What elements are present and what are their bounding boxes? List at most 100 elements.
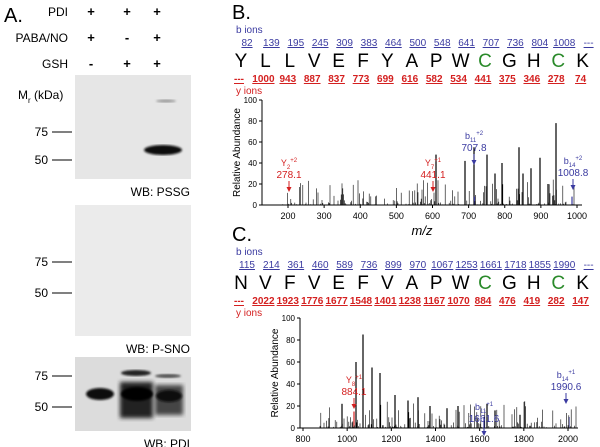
x-axis-label: m/z (412, 223, 433, 238)
residue: A (405, 273, 418, 294)
blot (75, 75, 191, 179)
b-ion: 214 (263, 260, 280, 271)
y-ion: 441 (475, 74, 492, 85)
y-tick-label: 100 (244, 96, 258, 105)
residue: E (332, 51, 345, 72)
lane-mark: + (153, 30, 161, 45)
band (144, 145, 182, 155)
y-tick-label: 40 (286, 380, 295, 389)
x-tick-label: 1800 (514, 434, 534, 444)
band (86, 388, 114, 400)
band (156, 99, 176, 103)
mr-m: M (18, 88, 28, 102)
ion-sup: +1 (355, 375, 363, 381)
ion-name: Y (346, 375, 352, 385)
b-ion: 1990 (553, 260, 576, 271)
x-tick-label: 900 (533, 211, 548, 221)
y-tick-label: 40 (248, 159, 257, 168)
ion-sup: +2 (476, 131, 484, 137)
x-tick-label: 2000 (558, 434, 578, 444)
spectrum-trace (281, 179, 576, 205)
y-ion: 278 (548, 74, 565, 85)
b-ion: --- (584, 260, 594, 271)
b-ion: 115 (239, 260, 255, 271)
ion-annotation: Y7+1 (425, 158, 442, 171)
y-ion: 773 (353, 74, 370, 85)
ion-sup: +2 (575, 156, 583, 162)
y-ion: 534 (450, 74, 467, 85)
y-ion: 887 (304, 74, 321, 85)
b-ions-label: b ions (236, 247, 263, 258)
y-ion: 699 (377, 74, 394, 85)
b-ion: 195 (287, 38, 304, 49)
blot-caption: WB: PSSG (131, 185, 190, 199)
ion-mz: 884.1 (341, 387, 366, 398)
mw-label: 50 (35, 286, 49, 300)
b-ion: 804 (531, 38, 548, 49)
residue: Y (235, 51, 248, 72)
b-ion: 548 (434, 38, 451, 49)
b-ions-label: b ions (236, 25, 263, 36)
x-tick-label: 1000 (567, 211, 587, 221)
y-ion: 1548 (350, 296, 373, 307)
residue: L (285, 51, 296, 72)
b-ion: 139 (263, 38, 280, 49)
residue: K (576, 273, 589, 294)
ion-annotation: b14+2 (564, 156, 583, 169)
lane-mark: + (123, 56, 131, 71)
residue: W (452, 51, 470, 72)
residue: Y (381, 51, 394, 72)
ion-arrowhead (471, 160, 477, 165)
y-tick-label: 20 (248, 180, 257, 189)
y-ion: 282 (548, 296, 565, 307)
ion-mz: 707.8 (461, 143, 486, 154)
residue: F (357, 273, 369, 294)
panel-label: B. (232, 2, 251, 24)
ion-name: b (475, 402, 480, 412)
x-tick-label: 700 (461, 211, 476, 221)
axes (261, 100, 582, 206)
blot-caption: WB: P-SNO (126, 342, 190, 356)
band (121, 387, 153, 401)
ion-name: b (557, 370, 562, 380)
x-tick-label: 500 (389, 211, 404, 221)
mw-label: 75 (35, 125, 49, 139)
lane-mark: + (87, 30, 95, 45)
ion-arrowhead (481, 431, 487, 436)
ion-arrowhead (570, 185, 576, 190)
row-label: GSH (42, 57, 68, 71)
x-tick-label: 600 (425, 211, 440, 221)
b-ion: 1855 (529, 260, 552, 271)
residue: W (452, 273, 470, 294)
residue: E (332, 273, 345, 294)
ion-mz: 1990.6 (551, 382, 582, 393)
x-tick-label: 800 (497, 211, 512, 221)
residue: C (551, 51, 565, 72)
y-ion: 476 (499, 296, 516, 307)
ion-sub: 11 (480, 409, 487, 415)
b-ion: 361 (287, 260, 304, 271)
b-ion: 899 (385, 260, 402, 271)
b-ion: 460 (312, 260, 329, 271)
y-ion: 419 (523, 296, 540, 307)
residue: V (308, 51, 321, 72)
y-tick-label: 0 (253, 201, 258, 210)
ion-sub: 14 (562, 377, 569, 383)
lane-mark: + (123, 4, 131, 19)
b-ion: 464 (385, 38, 402, 49)
y-ion: 1923 (277, 296, 300, 307)
ion-name: b (564, 156, 569, 166)
x-tick-label: 1200 (381, 434, 401, 444)
residue: F (284, 273, 296, 294)
y-tick-label: 100 (282, 314, 296, 323)
residue: N (234, 273, 248, 294)
mw-label: 75 (35, 369, 49, 383)
residue: V (308, 273, 321, 294)
b-ion: 500 (409, 38, 426, 49)
x-tick-label: 1400 (425, 434, 445, 444)
b-ion: 383 (361, 38, 378, 49)
lane-mark: - (125, 30, 129, 45)
band (121, 370, 151, 376)
b-ion: 309 (336, 38, 353, 49)
